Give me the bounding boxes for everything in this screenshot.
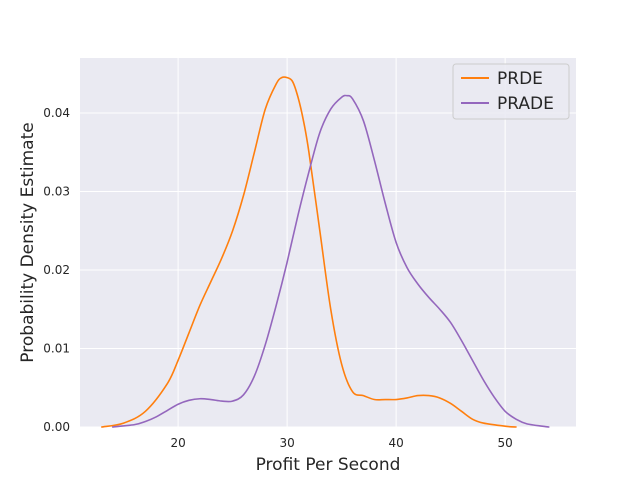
legend: PRDE PRADE — [452, 63, 570, 120]
tick-layer: 20 30 40 50 0.00 0.01 0.02 0.03 0.04 — [43, 106, 513, 450]
series-line-prade — [111, 94, 550, 428]
y-axis-label: Probability Density Estimate — [18, 122, 38, 362]
y-tick-label: 0.01 — [43, 341, 70, 355]
legend-label-prade: PRADE — [497, 94, 554, 114]
series-layer — [101, 76, 550, 428]
y-tick-label: 0.03 — [43, 184, 70, 198]
y-tick-label: 0.02 — [43, 263, 70, 277]
x-tick-label: 30 — [279, 436, 294, 450]
x-axis-label: Profit Per Second — [256, 455, 401, 475]
y-tick-label: 0.04 — [43, 106, 70, 120]
series-line-prde — [101, 76, 517, 428]
x-tick-label: 50 — [498, 436, 513, 450]
y-tick-label: 0.00 — [43, 420, 70, 434]
x-tick-label: 20 — [170, 436, 185, 450]
legend-label-prde: PRDE — [497, 69, 543, 89]
x-tick-label: 40 — [388, 436, 403, 450]
